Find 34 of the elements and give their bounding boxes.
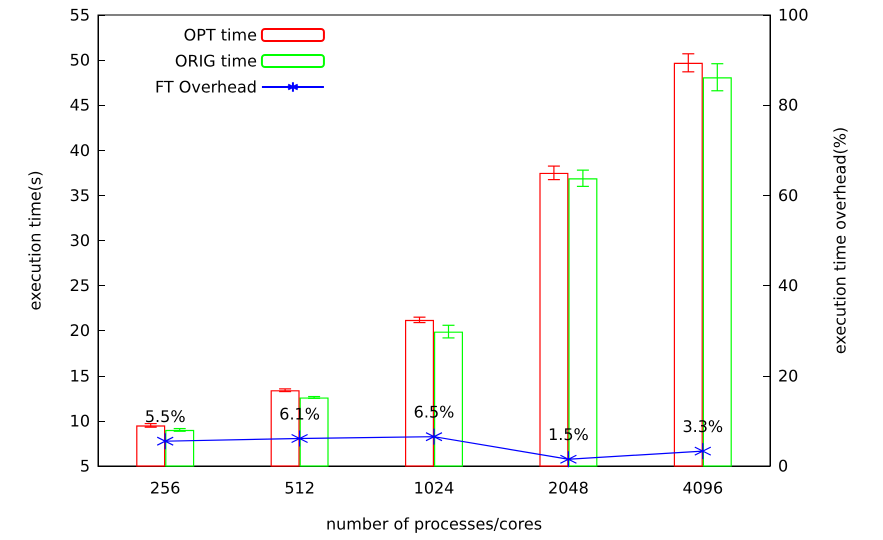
y2-tick-label: 40 [778, 276, 798, 296]
y-tick-label: 5 [80, 456, 90, 476]
y2-tick-label: 20 [778, 366, 798, 386]
x-tick-label: 256 [150, 478, 180, 498]
y-tick-label: 30 [70, 231, 90, 250]
y2-tick-label: 80 [778, 96, 798, 115]
y-axis-title: execution time(s) [26, 170, 44, 311]
y2-tick-label: 100 [778, 6, 809, 24]
y2-tick-label: 60 [778, 186, 798, 205]
x-tick-label: 512 [284, 478, 315, 498]
y2-axis-title: execution time overhead(%) [830, 126, 850, 354]
y2-tick-label: 0 [778, 456, 788, 476]
point [291, 430, 308, 448]
x-tick-label: 2048 [548, 478, 589, 498]
y-tick-label: 10 [70, 411, 90, 430]
y-tick-label: 50 [70, 50, 90, 70]
x-tick-label: 1024 [414, 478, 454, 498]
y-tick-label: 40 [70, 140, 90, 160]
y-tick-label: 55 [70, 6, 90, 24]
x-axis-title: number of processes/cores [326, 514, 542, 534]
x-tick-label: 4096 [682, 478, 724, 498]
legend-label: FT Overhead [154, 78, 257, 96]
point [156, 432, 174, 450]
point [560, 450, 577, 468]
point [425, 428, 443, 446]
legend-label: OPT time [184, 26, 257, 44]
y-tick-label: 20 [70, 321, 90, 340]
legend-label: ORIG time [174, 52, 257, 70]
y-tick-label: 25 [70, 276, 90, 296]
y-tick-label: 15 [70, 366, 90, 386]
y-tick-label: 35 [70, 186, 90, 205]
point [694, 442, 712, 460]
data-label: 5.5% [144, 407, 186, 426]
y-tick-label: 45 [70, 96, 90, 115]
